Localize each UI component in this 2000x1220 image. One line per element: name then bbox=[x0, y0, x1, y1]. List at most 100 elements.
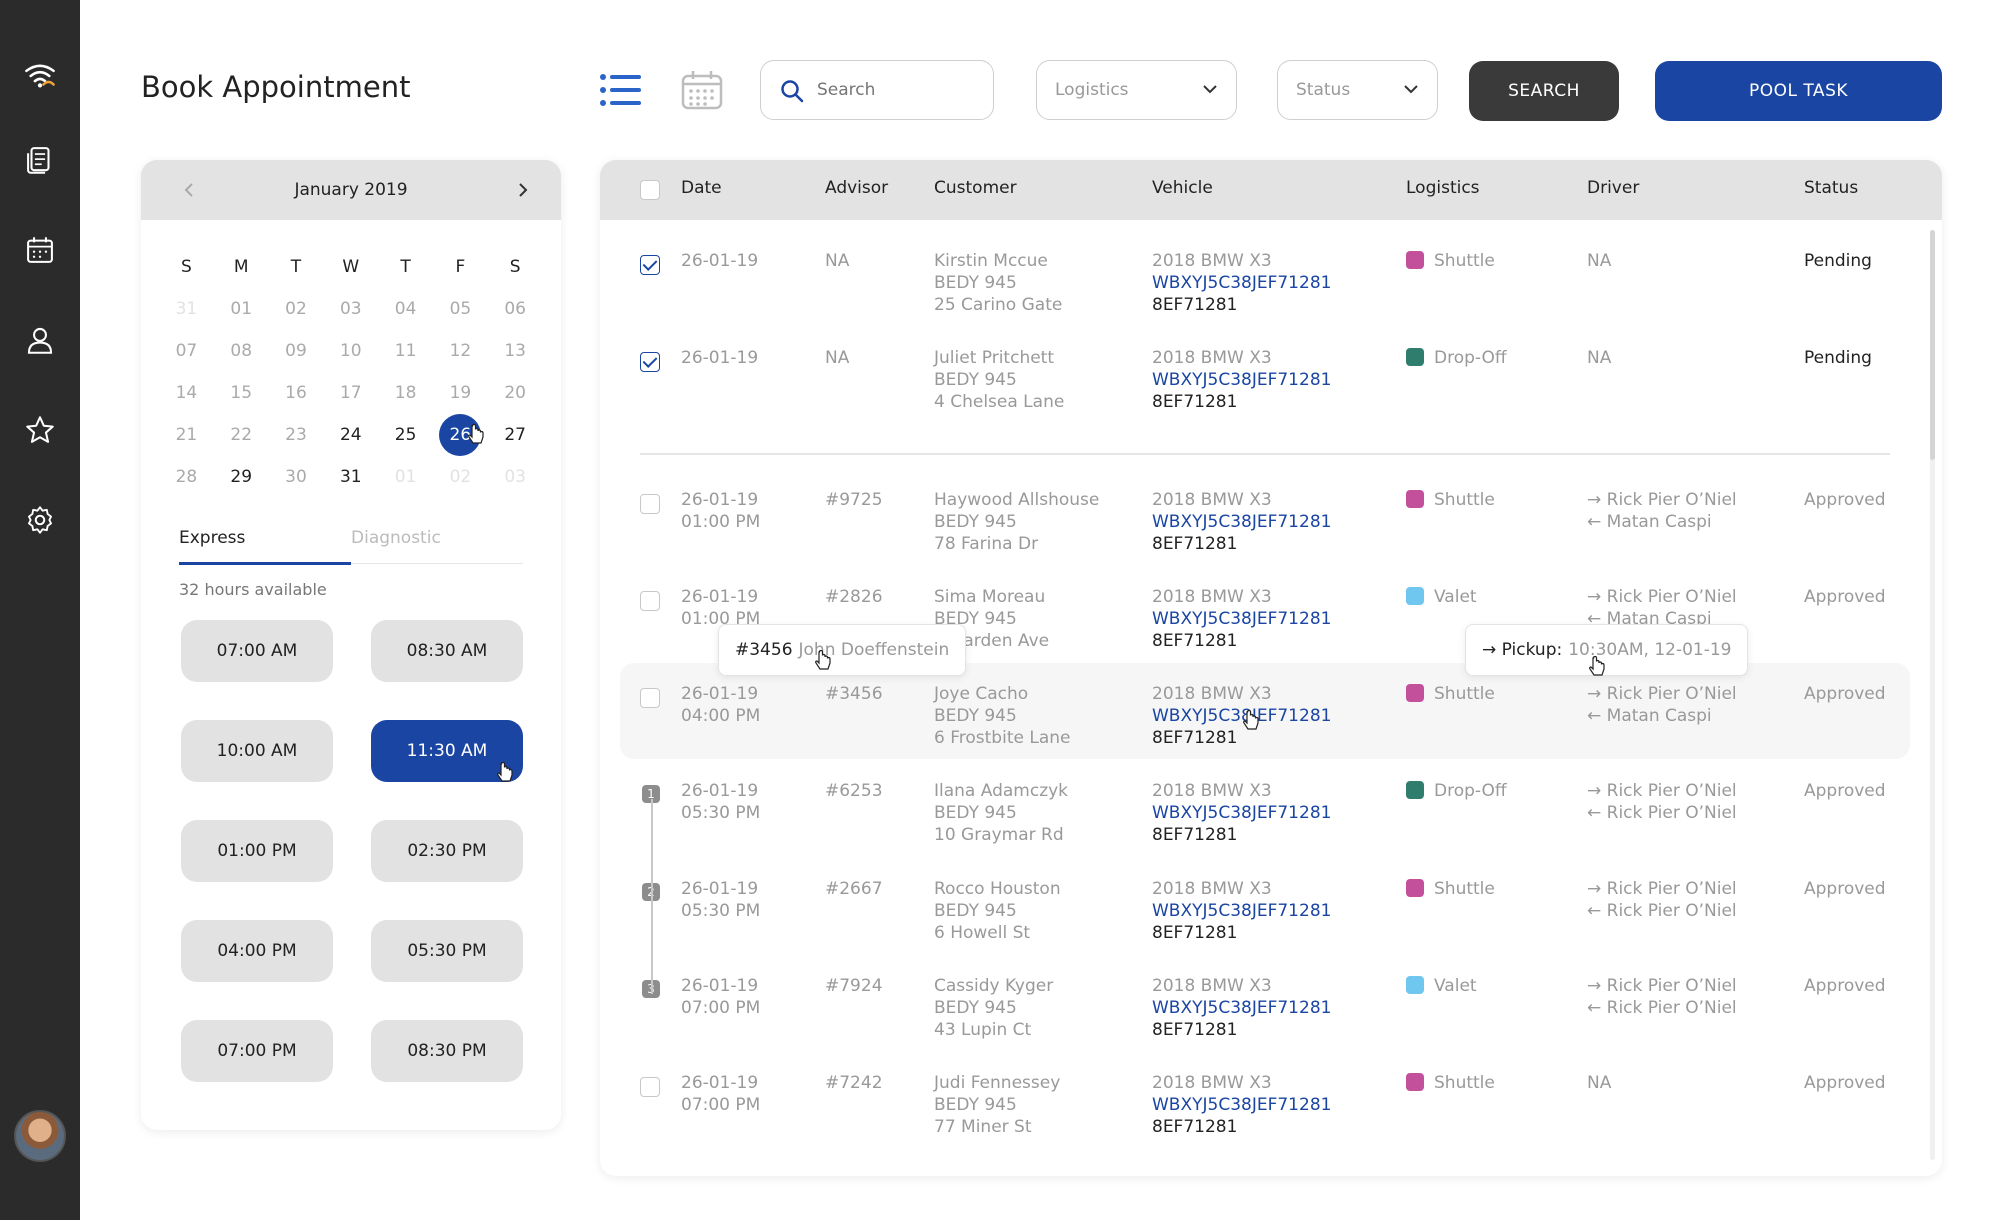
time-slot-button[interactable]: 08:30 PM bbox=[371, 1020, 523, 1082]
tab-diagnostic[interactable]: Diagnostic bbox=[351, 528, 441, 548]
advisor-cell[interactable]: #3456 bbox=[825, 684, 883, 704]
table-row[interactable]: 26-01-19 NA Juliet Pritchett BEDY 945 4 … bbox=[600, 347, 1942, 443]
driver-pickup[interactable]: → Rick Pier O’Niel bbox=[1587, 976, 1737, 996]
advisor-cell[interactable]: NA bbox=[825, 251, 850, 271]
calendar-day-number: 06 bbox=[504, 299, 526, 319]
advisor-cell[interactable]: #9725 bbox=[825, 490, 883, 510]
vehicle-plate: 8EF71281 bbox=[1152, 1117, 1238, 1137]
vehicle-plate: 8EF71281 bbox=[1152, 295, 1238, 315]
calendar-day: 05 bbox=[433, 288, 488, 330]
calendar-view-icon[interactable] bbox=[680, 68, 724, 112]
row-checkbox[interactable] bbox=[640, 591, 660, 611]
row-checkbox[interactable] bbox=[640, 352, 660, 372]
row-checkbox[interactable] bbox=[640, 1077, 660, 1097]
calendar-day[interactable]: 31 bbox=[323, 456, 378, 498]
driver-return[interactable]: ← Matan Caspi bbox=[1587, 512, 1712, 532]
calendar-day[interactable]: 25 bbox=[378, 414, 433, 456]
tab-express[interactable]: Express bbox=[179, 528, 246, 548]
driver-pickup[interactable]: NA bbox=[1587, 251, 1612, 271]
vehicle-vin-link[interactable]: WBXYJ5C38JEF71281 bbox=[1152, 1095, 1332, 1115]
vehicle-vin-link[interactable]: WBXYJ5C38JEF71281 bbox=[1152, 512, 1332, 532]
vehicle-vin-link[interactable]: WBXYJ5C38JEF71281 bbox=[1152, 706, 1332, 726]
row-checkbox[interactable] bbox=[640, 255, 660, 275]
col-logistics[interactable]: Logistics bbox=[1406, 178, 1480, 198]
customer-cell: Cassidy Kyger BEDY 945 43 Lupin Ct bbox=[934, 975, 1053, 1041]
vehicle-vin-link[interactable]: WBXYJ5C38JEF71281 bbox=[1152, 901, 1332, 921]
logistics-cell: Drop-Off bbox=[1406, 347, 1507, 369]
advisor-cell[interactable]: #7242 bbox=[825, 1073, 883, 1093]
list-view-icon[interactable] bbox=[598, 68, 642, 112]
advisor-cell[interactable]: #6253 bbox=[825, 781, 883, 801]
col-customer[interactable]: Customer bbox=[934, 178, 1017, 198]
table-row[interactable]: 3 26-01-19 07:00 PM #7924 Cassidy Kyger … bbox=[600, 975, 1942, 1071]
driver-pickup[interactable]: → Rick Pier O’Niel bbox=[1587, 879, 1737, 899]
driver-return[interactable]: ← Rick Pier O’Niel bbox=[1587, 901, 1737, 921]
vehicle-vin-link[interactable]: WBXYJ5C38JEF71281 bbox=[1152, 273, 1332, 293]
vehicle-vin-link[interactable]: WBXYJ5C38JEF71281 bbox=[1152, 370, 1332, 390]
vehicle-vin-link[interactable]: WBXYJ5C38JEF71281 bbox=[1152, 998, 1332, 1018]
advisor-cell[interactable]: #2826 bbox=[825, 587, 883, 607]
time-slot-button[interactable]: 02:30 PM bbox=[371, 820, 523, 882]
driver-pickup[interactable]: → Rick Pier O’Niel bbox=[1587, 781, 1737, 801]
calendar-icon[interactable] bbox=[20, 230, 60, 270]
table-row[interactable]: 2 26-01-19 05:30 PM #2667 Rocco Houston … bbox=[600, 878, 1942, 974]
vehicle-cell: 2018 BMW X3 WBXYJ5C38JEF71281 8EF71281 bbox=[1152, 1072, 1331, 1138]
table-scrollbar[interactable] bbox=[1930, 230, 1935, 1160]
driver-return[interactable]: ← Rick Pier O’Niel bbox=[1587, 803, 1737, 823]
row-checkbox[interactable] bbox=[640, 688, 660, 708]
col-driver[interactable]: Driver bbox=[1587, 178, 1640, 198]
pool-task-button[interactable]: POOL TASK bbox=[1655, 61, 1942, 121]
driver-pickup[interactable]: NA bbox=[1587, 1073, 1612, 1093]
status-select[interactable]: Status bbox=[1277, 60, 1438, 120]
next-month-button[interactable] bbox=[509, 176, 537, 204]
table-header: Date Advisor Customer Vehicle Logistics … bbox=[600, 160, 1942, 220]
col-status[interactable]: Status bbox=[1804, 178, 1859, 198]
prev-month-button[interactable] bbox=[175, 176, 203, 204]
documents-icon[interactable] bbox=[20, 140, 60, 180]
time-slot-button[interactable]: 07:00 PM bbox=[181, 1020, 333, 1082]
driver-return[interactable]: ← Rick Pier O’Niel bbox=[1587, 998, 1737, 1018]
col-date[interactable]: Date bbox=[681, 178, 722, 198]
logistics-select[interactable]: Logistics bbox=[1036, 60, 1237, 120]
table-row[interactable]: 26-01-19 04:00 PM #3456 Joye Cacho BEDY … bbox=[620, 663, 1910, 759]
driver-return[interactable]: ← Matan Caspi bbox=[1587, 706, 1712, 726]
settings-icon[interactable] bbox=[20, 500, 60, 540]
table-row[interactable]: 1 26-01-19 05:30 PM #6253 Ilana Adamczyk… bbox=[600, 780, 1942, 876]
table-row[interactable]: 26-01-19 01:00 PM #9725 Haywood Allshous… bbox=[600, 489, 1942, 585]
time-slot-button[interactable]: 08:30 AM bbox=[371, 620, 523, 682]
user-icon[interactable] bbox=[20, 320, 60, 360]
table-row[interactable]: 26-01-19 NA Kirstin Mccue BEDY 945 25 Ca… bbox=[600, 250, 1942, 346]
time-slot-button[interactable]: 01:00 PM bbox=[181, 820, 333, 882]
time-slot-button[interactable]: 04:00 PM bbox=[181, 920, 333, 982]
calendar-day[interactable]: 29 bbox=[214, 456, 269, 498]
advisor-cell[interactable]: #7924 bbox=[825, 976, 883, 996]
driver-pickup[interactable]: NA bbox=[1587, 348, 1612, 368]
calendar-day[interactable]: 24 bbox=[323, 414, 378, 456]
time-slot-button[interactable]: 11:30 AM bbox=[371, 720, 523, 782]
wifi-logo-icon[interactable] bbox=[20, 56, 60, 96]
time-slot-button[interactable]: 07:00 AM bbox=[181, 620, 333, 682]
driver-pickup[interactable]: → Rick Pier O’Niel bbox=[1587, 684, 1737, 704]
search-input[interactable] bbox=[817, 80, 977, 100]
advisor-cell[interactable]: #2667 bbox=[825, 879, 883, 899]
time-slot-button[interactable]: 10:00 AM bbox=[181, 720, 333, 782]
vehicle-vin-link[interactable]: WBXYJ5C38JEF71281 bbox=[1152, 803, 1332, 823]
row-checkbox[interactable] bbox=[640, 494, 660, 514]
select-all-checkbox[interactable] bbox=[640, 180, 660, 200]
table-row[interactable]: 26-01-19 07:00 PM #7242 Judi Fennessey B… bbox=[600, 1072, 1942, 1168]
col-advisor[interactable]: Advisor bbox=[825, 178, 889, 198]
vehicle-vin-link[interactable]: WBXYJ5C38JEF71281 bbox=[1152, 609, 1332, 629]
star-icon[interactable] bbox=[20, 410, 60, 450]
user-avatar[interactable] bbox=[14, 1110, 66, 1162]
scrollbar-thumb[interactable] bbox=[1930, 230, 1935, 460]
search-button[interactable]: SEARCH bbox=[1469, 61, 1619, 121]
time-slot-button[interactable]: 05:30 PM bbox=[371, 920, 523, 982]
calendar-day[interactable]: 27 bbox=[488, 414, 543, 456]
search-field[interactable] bbox=[760, 60, 994, 120]
advisor-cell[interactable]: NA bbox=[825, 348, 850, 368]
col-vehicle[interactable]: Vehicle bbox=[1152, 178, 1213, 198]
driver-pickup[interactable]: → Rick Pier O’Niel bbox=[1587, 490, 1737, 510]
weekday-label: F bbox=[455, 257, 466, 277]
vehicle-plate: 8EF71281 bbox=[1152, 728, 1238, 748]
driver-pickup[interactable]: → Rick Pier O’Niel bbox=[1587, 587, 1737, 607]
